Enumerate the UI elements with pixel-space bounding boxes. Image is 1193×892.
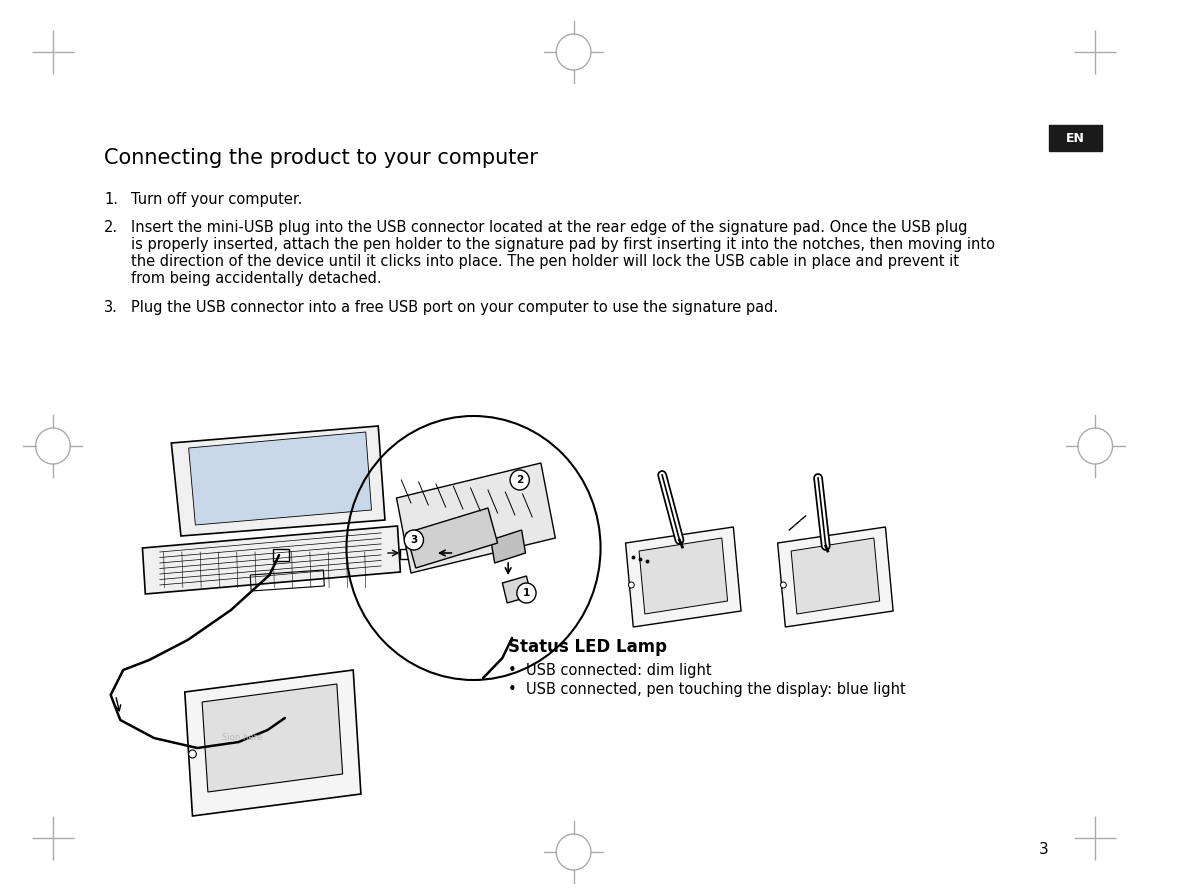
Text: EN: EN [1067, 131, 1084, 145]
Circle shape [517, 583, 536, 603]
Text: the direction of the device until it clicks into place. The pen holder will lock: the direction of the device until it cli… [131, 254, 959, 269]
FancyBboxPatch shape [1049, 125, 1102, 151]
Polygon shape [502, 576, 531, 603]
Polygon shape [406, 508, 497, 568]
Text: Sign here: Sign here [222, 732, 262, 741]
Polygon shape [396, 463, 555, 573]
Text: Connecting the product to your computer: Connecting the product to your computer [104, 148, 538, 168]
Text: 2: 2 [517, 475, 524, 485]
Polygon shape [188, 432, 371, 525]
Text: 1.: 1. [104, 192, 118, 207]
Text: •  USB connected, pen touching the display: blue light: • USB connected, pen touching the displa… [508, 682, 905, 697]
Polygon shape [273, 549, 289, 561]
Text: Status LED Lamp: Status LED Lamp [508, 638, 667, 656]
Polygon shape [142, 526, 401, 594]
Text: •  USB connected: dim light: • USB connected: dim light [508, 663, 712, 678]
Polygon shape [639, 538, 728, 614]
Polygon shape [778, 527, 894, 627]
Circle shape [629, 582, 635, 588]
Polygon shape [401, 549, 416, 559]
Circle shape [188, 750, 197, 758]
Text: is properly inserted, attach the pen holder to the signature pad by first insert: is properly inserted, attach the pen hol… [131, 237, 995, 252]
Text: from being accidentally detached.: from being accidentally detached. [131, 271, 382, 286]
Polygon shape [202, 684, 342, 792]
Text: 2.: 2. [104, 220, 118, 235]
Text: Plug the USB connector into a free USB port on your computer to use the signatur: Plug the USB connector into a free USB p… [131, 300, 778, 315]
Polygon shape [282, 712, 296, 724]
Text: 3: 3 [1039, 842, 1049, 857]
Circle shape [511, 470, 530, 490]
Circle shape [404, 530, 424, 550]
Text: 3: 3 [410, 535, 418, 545]
Text: 1: 1 [523, 588, 530, 598]
Polygon shape [172, 426, 385, 536]
Polygon shape [490, 530, 525, 563]
Text: 3.: 3. [104, 300, 118, 315]
Polygon shape [625, 527, 741, 627]
Text: Turn off your computer.: Turn off your computer. [131, 192, 302, 207]
Polygon shape [185, 670, 361, 816]
Circle shape [780, 582, 786, 588]
Text: Insert the mini-USB plug into the USB connector located at the rear edge of the : Insert the mini-USB plug into the USB co… [131, 220, 968, 235]
Polygon shape [791, 538, 879, 614]
